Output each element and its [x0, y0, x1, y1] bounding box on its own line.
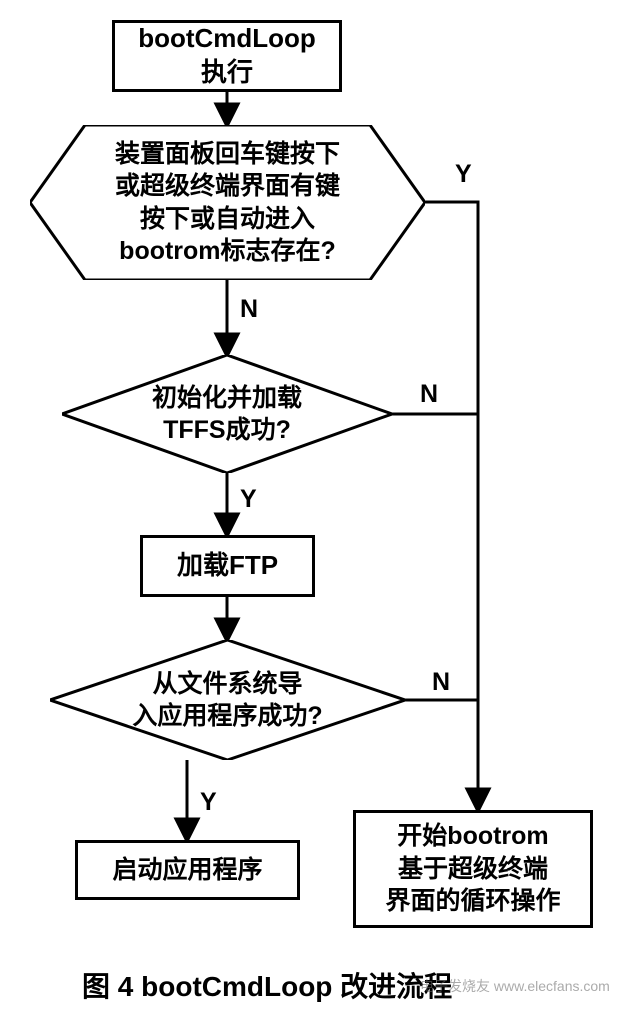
d1-line3: 按下或自动进入: [115, 203, 340, 236]
start-line2: 执行: [138, 56, 316, 90]
edge-label-d2-n: N: [420, 380, 438, 409]
figure-caption: 图 4 bootCmdLoop 改进流程: [82, 965, 452, 1005]
loadftp-label: 加载FTP: [177, 549, 278, 583]
launch-label: 启动应用程序: [112, 854, 262, 887]
d3-line2: 入应用程序成功?: [132, 700, 322, 733]
bootrom-line1: 开始bootrom: [385, 820, 560, 853]
node-loadftp: 加载FTP: [140, 535, 315, 597]
edge-label-d2-y: Y: [240, 485, 257, 514]
d1-line1: 装置面板回车键按下: [115, 138, 340, 171]
edge-label-d3-y: Y: [200, 788, 217, 817]
bootrom-line2: 基于超级终端: [385, 853, 560, 886]
node-start: bootCmdLoop 执行: [112, 20, 342, 92]
edge-label-d3-n: N: [432, 668, 450, 697]
node-bootrom: 开始bootrom 基于超级终端 界面的循环操作: [353, 810, 593, 928]
d3-line1: 从文件系统导: [132, 668, 322, 701]
d1-line2: 或超级终端界面有键: [115, 170, 340, 203]
d2-line1: 初始化并加载: [152, 382, 302, 415]
node-decision3: 从文件系统导 入应用程序成功?: [50, 640, 405, 760]
d1-line4: bootrom标志存在?: [115, 235, 340, 268]
start-line1: bootCmdLoop: [138, 22, 316, 56]
edge-label-d1-y: Y: [455, 160, 472, 189]
bootrom-line3: 界面的循环操作: [385, 885, 560, 918]
watermark-text: 电子发烧友 www.elecfans.com: [420, 976, 610, 996]
edge-label-d1-n: N: [240, 295, 258, 324]
d2-line2: TFFS成功?: [152, 414, 302, 447]
node-decision2: 初始化并加载 TFFS成功?: [62, 355, 392, 473]
node-launch: 启动应用程序: [75, 840, 300, 900]
node-decision1: 装置面板回车键按下 或超级终端界面有键 按下或自动进入 bootrom标志存在?: [30, 125, 425, 280]
